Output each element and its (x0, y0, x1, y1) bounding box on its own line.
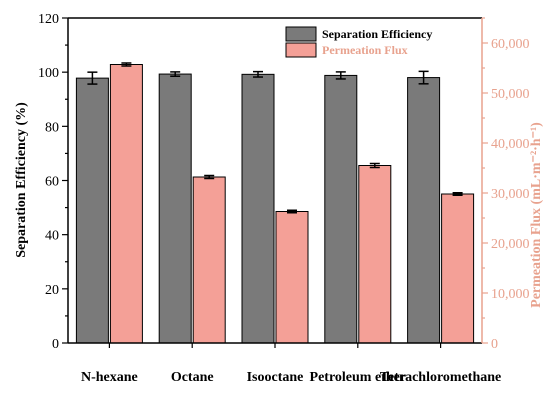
bar-separation-efficiency (324, 74, 358, 344)
y-tick-label: 0 (52, 337, 59, 352)
bar-separation-efficiency (75, 77, 109, 344)
y2-tick-label: 10,000 (491, 287, 530, 302)
y2-tick-label: 60,000 (491, 37, 530, 52)
bar-permeation-flux (109, 64, 143, 344)
x-category-label: Tetrachloromethane (380, 370, 501, 385)
x-category-label: N-hexane (81, 370, 138, 385)
bar-separation-efficiency (241, 73, 275, 344)
y2-tick-label: 20,000 (491, 237, 530, 252)
y-tick-label: 40 (45, 229, 59, 244)
y2-tick-label: 50,000 (491, 87, 530, 102)
legend-label-efficiency: Separation Efficiency (322, 27, 432, 41)
legend-label-flux: Permeation Flux (322, 43, 408, 57)
y2-tick-label: 0 (491, 337, 498, 352)
y-axis-title: Separation Efficiency (%) (14, 102, 29, 258)
y2-tick-label: 30,000 (491, 187, 530, 202)
bar-permeation-flux (358, 165, 392, 344)
bars-group (75, 62, 475, 344)
legend-swatch-flux (285, 42, 317, 58)
x-category-label: Isooctane (247, 370, 304, 385)
y2-axis-title: Permeation Flux (mL·m⁻²·h⁻¹) (529, 122, 544, 308)
y2-tick-label: 40,000 (491, 137, 530, 152)
legend-swatch-efficiency (285, 26, 317, 42)
y-tick-label: 60 (45, 175, 59, 190)
y-tick-label: 100 (38, 66, 59, 81)
x-category-label: Petroleum ether (310, 370, 407, 385)
bar-separation-efficiency (158, 73, 192, 344)
bar-permeation-flux (275, 211, 309, 344)
bar-permeation-flux (441, 193, 475, 344)
x-category-label: Octane (171, 370, 214, 385)
y-tick-label: 20 (45, 283, 59, 298)
bar-permeation-flux (192, 176, 226, 344)
bar-separation-efficiency (407, 77, 441, 344)
y-tick-label: 120 (38, 12, 59, 27)
legend: Separation Efficiency Permeation Flux (285, 26, 432, 58)
y-tick-label: 80 (45, 120, 59, 135)
